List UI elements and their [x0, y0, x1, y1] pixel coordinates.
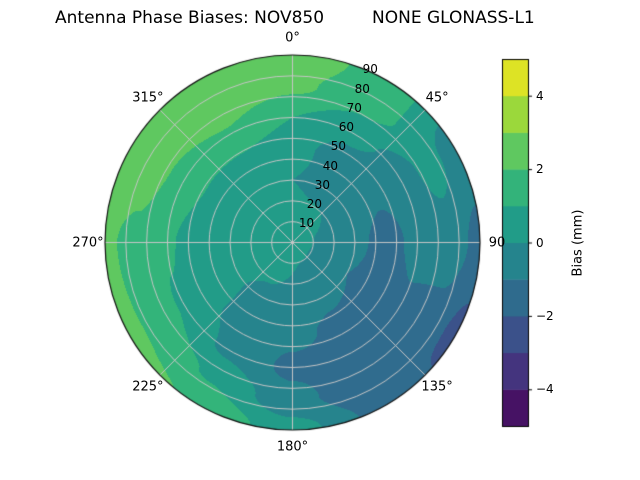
radial-tick-label-70: 70: [346, 100, 362, 115]
radial-tick-label-90: 90: [362, 62, 378, 77]
radial-tick-label-30: 30: [314, 177, 331, 192]
radial-tick-label-60: 60: [338, 120, 354, 134]
angular-tick-label-225: 225°: [132, 379, 164, 395]
radial-tick-label-80: 80: [354, 81, 370, 96]
radial-tick-label-40: 40: [322, 158, 339, 173]
angular-tick-label-270: 270°: [72, 235, 104, 250]
colorbar-axis-label: Bias (mm): [570, 209, 586, 276]
angular-tick-label-315: 315°: [132, 90, 164, 106]
angular-tick-label-135: 135°: [421, 379, 453, 395]
angular-tick-label-0: 0°: [285, 30, 300, 46]
angular-tick-label-45: 45°: [425, 90, 449, 106]
colorbar-tick-label-2: 2: [536, 162, 544, 177]
radial-tick-label-50: 50: [330, 139, 346, 154]
colorbar-tick-label-0: 0: [536, 235, 544, 250]
radial-tick-label-10: 10: [298, 216, 315, 231]
angular-tick-label-180: 180°: [276, 439, 309, 455]
angular-tick-label-90: 90: [488, 235, 506, 250]
radial-tick-label-20: 20: [306, 197, 323, 211]
chart-title-right: NONE GLONASS-L1: [372, 8, 535, 28]
colorbar-tick-label--4: −4: [536, 382, 554, 397]
chart-title-left: Antenna Phase Biases: NOV850: [55, 8, 325, 28]
colorbar-tick-label--2: −2: [536, 308, 554, 323]
colorbar-tick-label-4: 4: [536, 88, 544, 103]
